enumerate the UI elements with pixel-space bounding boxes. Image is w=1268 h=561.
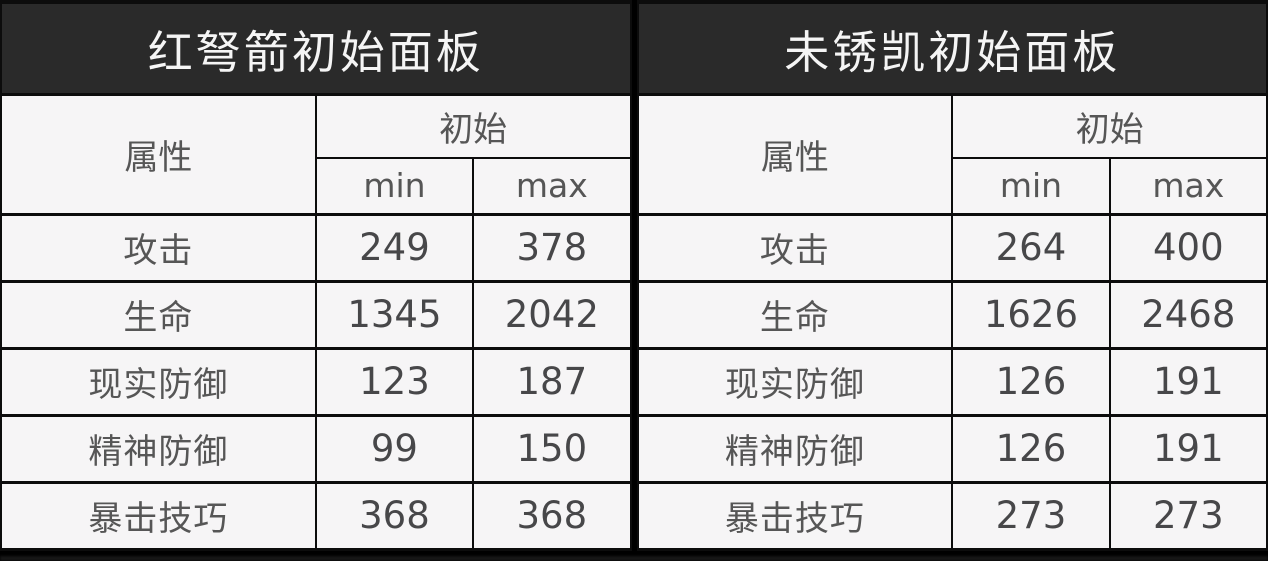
min-value: 273 xyxy=(951,480,1111,551)
table-row-crit: 暴击技巧 368 368 xyxy=(0,480,632,551)
table-title: 红弩箭初始面板 xyxy=(0,0,632,96)
min-value: 249 xyxy=(314,212,475,283)
column-header-initial: 初始 xyxy=(314,93,632,159)
stats-panel-left: 红弩箭初始面板 属性 初始 min max 攻击 249 378 生命 13 xyxy=(0,0,632,561)
bottom-edge-shadow xyxy=(0,556,1268,561)
max-value: 2042 xyxy=(472,279,632,350)
header-row-initial: 属性 初始 xyxy=(0,93,632,215)
title-row: 红弩箭初始面板 xyxy=(0,0,632,96)
attribute-name: 现实防御 xyxy=(0,346,317,417)
table-row-hp: 生命 1345 2042 xyxy=(0,279,632,350)
table-row-mental-def: 精神防御 126 191 xyxy=(636,413,1268,484)
column-header-min: min xyxy=(314,157,475,215)
max-value: 191 xyxy=(1108,413,1268,484)
min-value: 264 xyxy=(951,212,1111,283)
min-value: 1626 xyxy=(951,279,1111,350)
min-value: 99 xyxy=(314,413,475,484)
attribute-name: 暴击技巧 xyxy=(636,480,954,551)
max-value: 400 xyxy=(1108,212,1268,283)
table-row-hp: 生命 1626 2468 xyxy=(636,279,1268,350)
column-header-initial: 初始 xyxy=(951,93,1268,159)
table-title: 未锈凯初始面板 xyxy=(636,0,1268,96)
min-value: 368 xyxy=(314,480,475,551)
max-value: 191 xyxy=(1108,346,1268,417)
column-header-min: min xyxy=(951,157,1111,215)
max-value: 273 xyxy=(1108,480,1268,551)
stats-table-left: 红弩箭初始面板 属性 初始 min max 攻击 249 378 生命 13 xyxy=(0,0,632,551)
max-value: 368 xyxy=(472,480,632,551)
attribute-name: 精神防御 xyxy=(0,413,317,484)
attribute-name: 生命 xyxy=(636,279,954,350)
attribute-name: 暴击技巧 xyxy=(0,480,317,551)
attribute-name: 攻击 xyxy=(636,212,954,283)
table-row-attack: 攻击 249 378 xyxy=(0,212,632,283)
column-header-max: max xyxy=(472,157,632,215)
header-row-minmax: min max xyxy=(1,157,632,215)
table-row-attack: 攻击 264 400 xyxy=(636,212,1268,283)
column-header-attribute: 属性 xyxy=(0,93,317,215)
max-value: 187 xyxy=(472,346,632,417)
header-row-minmax: min max xyxy=(638,157,1268,215)
title-row: 未锈凯初始面板 xyxy=(636,0,1268,96)
attribute-name: 生命 xyxy=(0,279,317,350)
header-row-initial: 属性 初始 xyxy=(636,93,1268,215)
max-value: 378 xyxy=(472,212,632,283)
min-value: 126 xyxy=(951,346,1111,417)
max-value: 150 xyxy=(472,413,632,484)
min-value: 123 xyxy=(314,346,475,417)
max-value: 2468 xyxy=(1108,279,1268,350)
stats-table-right: 未锈凯初始面板 属性 初始 min max 攻击 264 400 生命 16 xyxy=(636,0,1268,551)
column-header-attribute: 属性 xyxy=(636,93,954,215)
min-value: 126 xyxy=(951,413,1111,484)
stats-panel-right: 未锈凯初始面板 属性 初始 min max 攻击 264 400 生命 16 xyxy=(636,0,1268,561)
attribute-name: 攻击 xyxy=(0,212,317,283)
attribute-name: 现实防御 xyxy=(636,346,954,417)
column-header-max: max xyxy=(1108,157,1268,215)
table-row-reality-def: 现实防御 123 187 xyxy=(0,346,632,417)
table-row-reality-def: 现实防御 126 191 xyxy=(636,346,1268,417)
attribute-name: 精神防御 xyxy=(636,413,954,484)
table-row-mental-def: 精神防御 99 150 xyxy=(0,413,632,484)
min-value: 1345 xyxy=(314,279,475,350)
table-row-crit: 暴击技巧 273 273 xyxy=(636,480,1268,551)
